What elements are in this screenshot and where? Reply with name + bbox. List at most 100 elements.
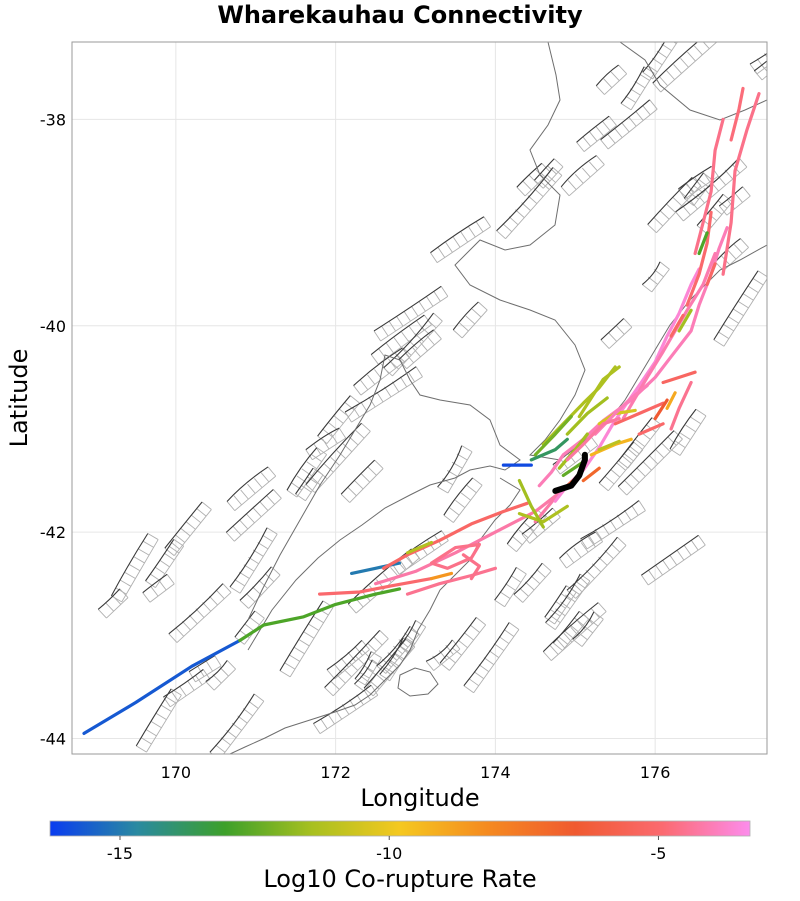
target-fault-wharekauhau (552, 451, 588, 494)
fault-traces (97, 42, 800, 753)
fault-trace (753, 60, 767, 72)
fault-trace (600, 318, 625, 341)
rupture-segment (405, 540, 434, 555)
rupture-segment (637, 422, 665, 436)
fault-section-outline (373, 286, 449, 342)
fault-section-outline (642, 42, 678, 80)
fault-trace (768, 128, 800, 162)
fault-section-outline (572, 611, 604, 647)
x-tick-label: 170 (161, 763, 192, 782)
fault-trace (534, 158, 555, 181)
fault-trace (566, 536, 618, 591)
fault-trace (379, 637, 404, 675)
fault-trace (600, 99, 651, 141)
fault-section-outline (559, 531, 604, 569)
rupture-segment (653, 398, 669, 421)
fault-trace (324, 629, 381, 688)
fault-trace (340, 459, 375, 495)
coastline-north-island (454, 42, 767, 461)
fault-trace (496, 167, 554, 232)
fault-trace (209, 693, 255, 753)
fault-trace (135, 688, 172, 747)
fault-trace (168, 583, 224, 635)
coastline-north-island-east (619, 42, 767, 121)
fault-trace (595, 64, 619, 87)
fault-section-outline (496, 167, 563, 240)
fault-section-outline (552, 610, 589, 651)
fault-trace (145, 539, 175, 582)
fault-trace (513, 562, 543, 595)
colorbar (49, 820, 751, 837)
rupture-segment (665, 391, 677, 410)
fault-section-outline (317, 395, 360, 444)
colorbar-tick-label: -10 (376, 844, 402, 863)
fault-trace (383, 312, 434, 369)
fault-section-outline (239, 566, 281, 609)
fault-trace (713, 270, 759, 341)
fault-section-outline (463, 622, 520, 694)
fault-trace (354, 651, 372, 680)
rupture-segment (697, 231, 709, 256)
x-axis-title: Longitude (360, 784, 479, 812)
fault-section-outline (376, 626, 420, 674)
fault-section-outline (545, 573, 591, 630)
rupture-segment (669, 380, 693, 431)
rupture-segment (565, 417, 621, 462)
rupture-segment (517, 479, 545, 529)
rupture-segments (82, 86, 761, 735)
rupture-segment (382, 501, 529, 570)
x-tick-label: 172 (320, 763, 351, 782)
colorbar-tick-label: -5 (650, 844, 666, 863)
rupture-segment (613, 401, 665, 426)
rupture-segment (461, 553, 481, 581)
fault-trace (425, 639, 453, 662)
fault-trace (683, 172, 704, 199)
fault-section-outline (713, 270, 767, 347)
fault-section-outline (439, 617, 487, 671)
fault-trace (188, 655, 216, 673)
fault-trace (363, 638, 407, 689)
fault-section-outline (768, 128, 800, 172)
fault-section-outline (641, 535, 706, 586)
fault-trace (452, 301, 479, 331)
fault-section-outline (560, 155, 605, 197)
rupture-segment (693, 117, 725, 256)
fault-trace (370, 314, 425, 355)
rupture-segment (405, 566, 497, 596)
y-tick-label: -40 (40, 317, 66, 336)
rupture-segment (729, 86, 745, 142)
colorbar-title: Log10 Co-rupture Rate (263, 865, 536, 893)
rupture-segment (661, 370, 697, 385)
fault-section-outline (344, 366, 423, 423)
fault-trace (642, 42, 666, 73)
fault-trace (326, 640, 363, 671)
x-axis-ticks: 170 172 174 176 (161, 763, 671, 782)
fault-section-outline (600, 99, 658, 150)
grid-lines (72, 42, 767, 754)
fault-section-outline (753, 64, 767, 81)
fault-section-outline (513, 562, 552, 603)
fault-trace (398, 620, 417, 647)
fault-trace (437, 445, 463, 488)
fault-section-outline (595, 64, 628, 95)
fault-trace (97, 588, 121, 610)
fault-section-outline (620, 66, 655, 111)
fault-trace (398, 329, 434, 361)
fault-trace (313, 684, 372, 725)
coastline (229, 42, 767, 754)
y-tick-label: -44 (40, 730, 66, 749)
rupture-segment (593, 384, 649, 436)
fault-section-outline (354, 659, 383, 692)
fault-trace (545, 573, 581, 624)
fault-trace (142, 573, 168, 594)
fault-section-outlines (97, 42, 800, 754)
fault-section-outline (326, 640, 370, 680)
fault-trace (516, 162, 543, 188)
fault-section-outline (97, 588, 129, 619)
fault-trace (652, 42, 699, 84)
rupture-segment (537, 226, 729, 488)
fault-trace (494, 567, 517, 601)
fault-trace (521, 507, 554, 535)
fault-section-outline (425, 639, 461, 671)
fault-trace (225, 489, 274, 533)
